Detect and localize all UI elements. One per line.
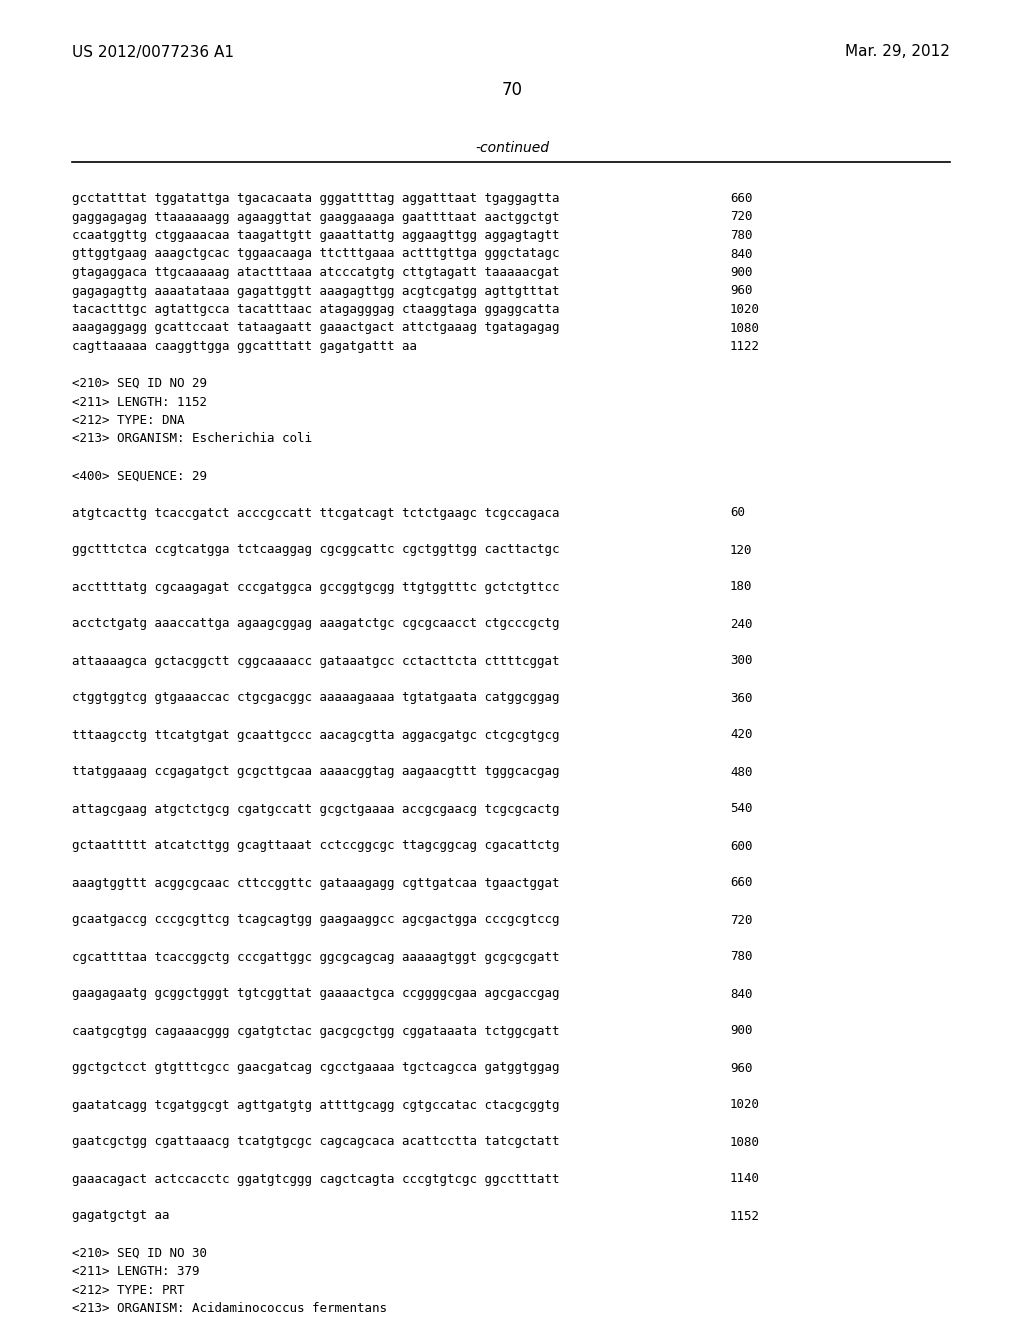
Text: 720: 720	[730, 210, 753, 223]
Text: 780: 780	[730, 950, 753, 964]
Text: Mar. 29, 2012: Mar. 29, 2012	[845, 45, 950, 59]
Text: 480: 480	[730, 766, 753, 779]
Text: 960: 960	[730, 285, 753, 297]
Text: attagcgaag atgctctgcg cgatgccatt gcgctgaaaa accgcgaacg tcgcgcactg: attagcgaag atgctctgcg cgatgccatt gcgctga…	[72, 803, 559, 816]
Text: 70: 70	[502, 81, 522, 99]
Text: ctggtggtcg gtgaaaccac ctgcgacggc aaaaagaaaa tgtatgaata catggcggag: ctggtggtcg gtgaaaccac ctgcgacggc aaaaaga…	[72, 692, 559, 705]
Text: tttaagcctg ttcatgtgat gcaattgccc aacagcgtta aggacgatgc ctcgcgtgcg: tttaagcctg ttcatgtgat gcaattgccc aacagcg…	[72, 729, 559, 742]
Text: US 2012/0077236 A1: US 2012/0077236 A1	[72, 45, 234, 59]
Text: aaagtggttt acggcgcaac cttccggttc gataaagagg cgttgatcaa tgaactggat: aaagtggttt acggcgcaac cttccggttc gataaag…	[72, 876, 559, 890]
Text: 960: 960	[730, 1061, 753, 1074]
Text: gcctatttat tggatattga tgacacaata gggattttag aggatttaat tgaggagtta: gcctatttat tggatattga tgacacaata gggattt…	[72, 191, 559, 205]
Text: gttggtgaag aaagctgcac tggaacaaga ttctttgaaa actttgttga gggctatagc: gttggtgaag aaagctgcac tggaacaaga ttctttg…	[72, 248, 559, 260]
Text: <213> ORGANISM: Acidaminococcus fermentans: <213> ORGANISM: Acidaminococcus fermenta…	[72, 1302, 387, 1315]
Text: atgtcacttg tcaccgatct acccgccatt ttcgatcagt tctctgaagc tcgccagaca: atgtcacttg tcaccgatct acccgccatt ttcgatc…	[72, 507, 559, 520]
Text: <213> ORGANISM: Escherichia coli: <213> ORGANISM: Escherichia coli	[72, 433, 312, 446]
Text: 1080: 1080	[730, 322, 760, 334]
Text: gagagagttg aaaatataaa gagattggtt aaagagttgg acgtcgatgg agttgtttat: gagagagttg aaaatataaa gagattggtt aaagagt…	[72, 285, 559, 297]
Text: gaggagagag ttaaaaaagg agaaggttat gaaggaaaga gaattttaat aactggctgt: gaggagagag ttaaaaaagg agaaggttat gaaggaa…	[72, 210, 559, 223]
Text: caatgcgtgg cagaaacggg cgatgtctac gacgcgctgg cggataaata tctggcgatt: caatgcgtgg cagaaacggg cgatgtctac gacgcgc…	[72, 1024, 559, 1038]
Text: <212> TYPE: PRT: <212> TYPE: PRT	[72, 1283, 184, 1296]
Text: tacactttgc agtattgcca tacatttaac atagagggag ctaaggtaga ggaggcatta: tacactttgc agtattgcca tacatttaac atagagg…	[72, 304, 559, 315]
Text: 780: 780	[730, 228, 753, 242]
Text: <211> LENGTH: 379: <211> LENGTH: 379	[72, 1265, 200, 1278]
Text: gctaattttt atcatcttgg gcagttaaat cctccggcgc ttagcggcag cgacattctg: gctaattttt atcatcttgg gcagttaaat cctccgg…	[72, 840, 559, 853]
Text: 420: 420	[730, 729, 753, 742]
Text: <210> SEQ ID NO 29: <210> SEQ ID NO 29	[72, 378, 207, 389]
Text: 540: 540	[730, 803, 753, 816]
Text: aaagaggagg gcattccaat tataagaatt gaaactgact attctgaaag tgatagagag: aaagaggagg gcattccaat tataagaatt gaaactg…	[72, 322, 559, 334]
Text: 360: 360	[730, 692, 753, 705]
Text: gaaacagact actccacctc ggatgtcggg cagctcagta cccgtgtcgc ggcctttatt: gaaacagact actccacctc ggatgtcggg cagctca…	[72, 1172, 559, 1185]
Text: 1152: 1152	[730, 1209, 760, 1222]
Text: 660: 660	[730, 876, 753, 890]
Text: ggctttctca ccgtcatgga tctcaaggag cgcggcattc cgctggttgg cacttactgc: ggctttctca ccgtcatgga tctcaaggag cgcggca…	[72, 544, 559, 557]
Text: gagatgctgt aa: gagatgctgt aa	[72, 1209, 170, 1222]
Text: <210> SEQ ID NO 30: <210> SEQ ID NO 30	[72, 1246, 207, 1259]
Text: -continued: -continued	[475, 141, 549, 154]
Text: 1020: 1020	[730, 304, 760, 315]
Text: <211> LENGTH: 1152: <211> LENGTH: 1152	[72, 396, 207, 408]
Text: 1140: 1140	[730, 1172, 760, 1185]
Text: 840: 840	[730, 248, 753, 260]
Text: 1122: 1122	[730, 341, 760, 352]
Text: cgcattttaa tcaccggctg cccgattggc ggcgcagcag aaaaagtggt gcgcgcgatt: cgcattttaa tcaccggctg cccgattggc ggcgcag…	[72, 950, 559, 964]
Text: 840: 840	[730, 987, 753, 1001]
Text: 600: 600	[730, 840, 753, 853]
Text: 60: 60	[730, 507, 745, 520]
Text: 240: 240	[730, 618, 753, 631]
Text: 900: 900	[730, 267, 753, 279]
Text: cagttaaaaa caaggttgga ggcatttatt gagatgattt aa: cagttaaaaa caaggttgga ggcatttatt gagatga…	[72, 341, 417, 352]
Text: acctctgatg aaaccattga agaagcggag aaagatctgc cgcgcaacct ctgcccgctg: acctctgatg aaaccattga agaagcggag aaagatc…	[72, 618, 559, 631]
Text: gaagagaatg gcggctgggt tgtcggttat gaaaactgca ccggggcgaa agcgaccgag: gaagagaatg gcggctgggt tgtcggttat gaaaact…	[72, 987, 559, 1001]
Text: <212> TYPE: DNA: <212> TYPE: DNA	[72, 414, 184, 426]
Text: gtagaggaca ttgcaaaaag atactttaaa atcccatgtg cttgtagatt taaaaacgat: gtagaggaca ttgcaaaaag atactttaaa atcccat…	[72, 267, 559, 279]
Text: attaaaagca gctacggctt cggcaaaacc gataaatgcc cctacttcta cttttcggat: attaaaagca gctacggctt cggcaaaacc gataaat…	[72, 655, 559, 668]
Text: 900: 900	[730, 1024, 753, 1038]
Text: <400> SEQUENCE: 29: <400> SEQUENCE: 29	[72, 470, 207, 483]
Text: gcaatgaccg cccgcgttcg tcagcagtgg gaagaaggcc agcgactgga cccgcgtccg: gcaatgaccg cccgcgttcg tcagcagtgg gaagaag…	[72, 913, 559, 927]
Text: ggctgctcct gtgtttcgcc gaacgatcag cgcctgaaaa tgctcagcca gatggtggag: ggctgctcct gtgtttcgcc gaacgatcag cgcctga…	[72, 1061, 559, 1074]
Text: 300: 300	[730, 655, 753, 668]
Text: 180: 180	[730, 581, 753, 594]
Text: gaatatcagg tcgatggcgt agttgatgtg attttgcagg cgtgccatac ctacgcggtg: gaatatcagg tcgatggcgt agttgatgtg attttgc…	[72, 1098, 559, 1111]
Text: 1080: 1080	[730, 1135, 760, 1148]
Text: 120: 120	[730, 544, 753, 557]
Text: gaatcgctgg cgattaaacg tcatgtgcgc cagcagcaca acattcctta tatcgctatt: gaatcgctgg cgattaaacg tcatgtgcgc cagcagc…	[72, 1135, 559, 1148]
Text: ccaatggttg ctggaaacaa taagattgtt gaaattattg aggaagttgg aggagtagtt: ccaatggttg ctggaaacaa taagattgtt gaaatta…	[72, 228, 559, 242]
Text: 1020: 1020	[730, 1098, 760, 1111]
Text: ttatggaaag ccgagatgct gcgcttgcaa aaaacggtag aagaacgttt tgggcacgag: ttatggaaag ccgagatgct gcgcttgcaa aaaacgg…	[72, 766, 559, 779]
Text: accttttatg cgcaagagat cccgatggca gccggtgcgg ttgtggtttc gctctgttcc: accttttatg cgcaagagat cccgatggca gccggtg…	[72, 581, 559, 594]
Text: 720: 720	[730, 913, 753, 927]
Text: 660: 660	[730, 191, 753, 205]
